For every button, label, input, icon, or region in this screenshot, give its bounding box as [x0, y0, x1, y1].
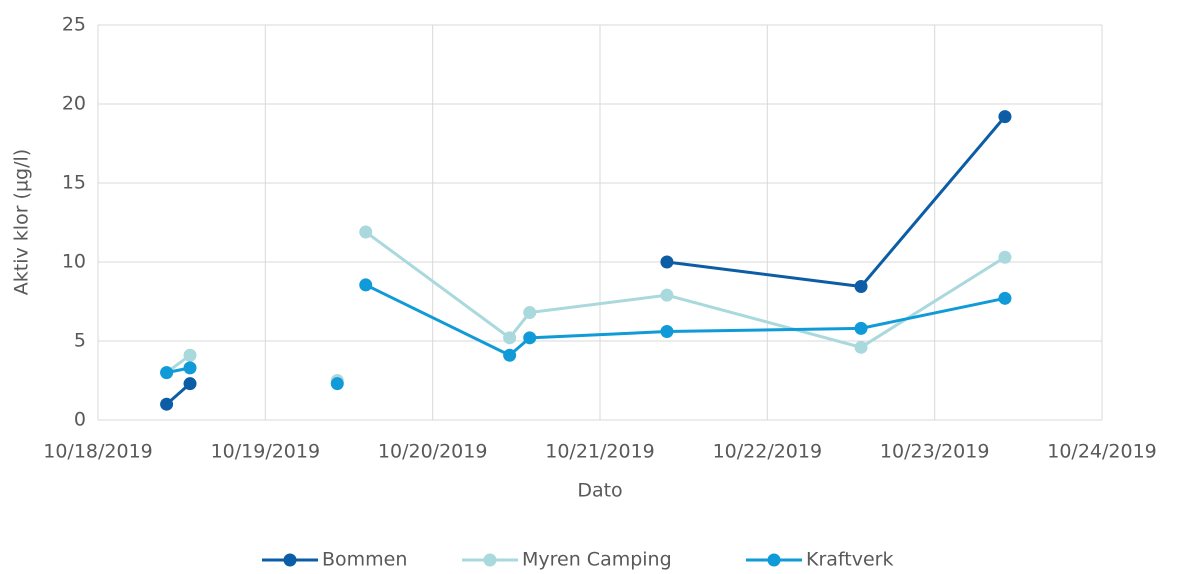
- y-tick-label: 25: [62, 14, 86, 36]
- y-tick-label: 20: [62, 93, 86, 115]
- data-point: [854, 279, 868, 293]
- data-point: [854, 340, 868, 354]
- legend-item: Kraftverk: [746, 549, 893, 571]
- legend-marker: [483, 553, 497, 567]
- data-point: [998, 250, 1012, 264]
- data-point: [183, 348, 197, 362]
- y-tick-label: 15: [62, 172, 86, 194]
- data-point: [854, 321, 868, 335]
- data-point: [660, 288, 674, 302]
- data-point: [160, 366, 174, 380]
- x-tick-label: 10/23/2019: [880, 441, 990, 463]
- data-point: [183, 377, 197, 391]
- x-tick-label: 10/20/2019: [378, 441, 488, 463]
- data-point: [523, 331, 537, 345]
- series-line: [166, 283, 1006, 375]
- legend-label: Kraftverk: [806, 549, 893, 571]
- data-point: [160, 397, 174, 411]
- data-point: [998, 110, 1012, 124]
- data-point: [503, 331, 517, 345]
- data-point: [359, 225, 373, 239]
- legend-marker: [283, 553, 297, 567]
- x-tick-label: 10/21/2019: [545, 441, 655, 463]
- legend-item: Bommen: [262, 549, 407, 571]
- x-axis-title: Dato: [577, 480, 622, 502]
- legend-label: Myren Camping: [522, 549, 672, 571]
- series-line: [165, 115, 1007, 406]
- series-line: [165, 230, 1006, 374]
- legend-label: Bommen: [322, 549, 407, 571]
- y-tick-label: 10: [62, 251, 86, 273]
- y-tick-label: 5: [74, 330, 86, 352]
- y-axis-title: Aktiv klor (µg/l): [11, 149, 33, 295]
- data-point: [359, 278, 373, 292]
- data-point: [660, 325, 674, 339]
- data-point: [998, 291, 1012, 305]
- x-tick-label: 10/19/2019: [211, 441, 321, 463]
- x-tick-label: 10/18/2019: [43, 441, 153, 463]
- y-tick-label: 0: [74, 409, 86, 431]
- legend-marker: [767, 553, 781, 567]
- data-point: [330, 377, 344, 391]
- data-point: [523, 306, 537, 320]
- legend-item: Myren Camping: [462, 549, 672, 571]
- x-tick-label: 10/22/2019: [713, 441, 823, 463]
- data-point: [660, 255, 674, 269]
- x-tick-label: 10/24/2019: [1047, 441, 1157, 463]
- data-point: [183, 361, 197, 375]
- data-point: [503, 348, 517, 362]
